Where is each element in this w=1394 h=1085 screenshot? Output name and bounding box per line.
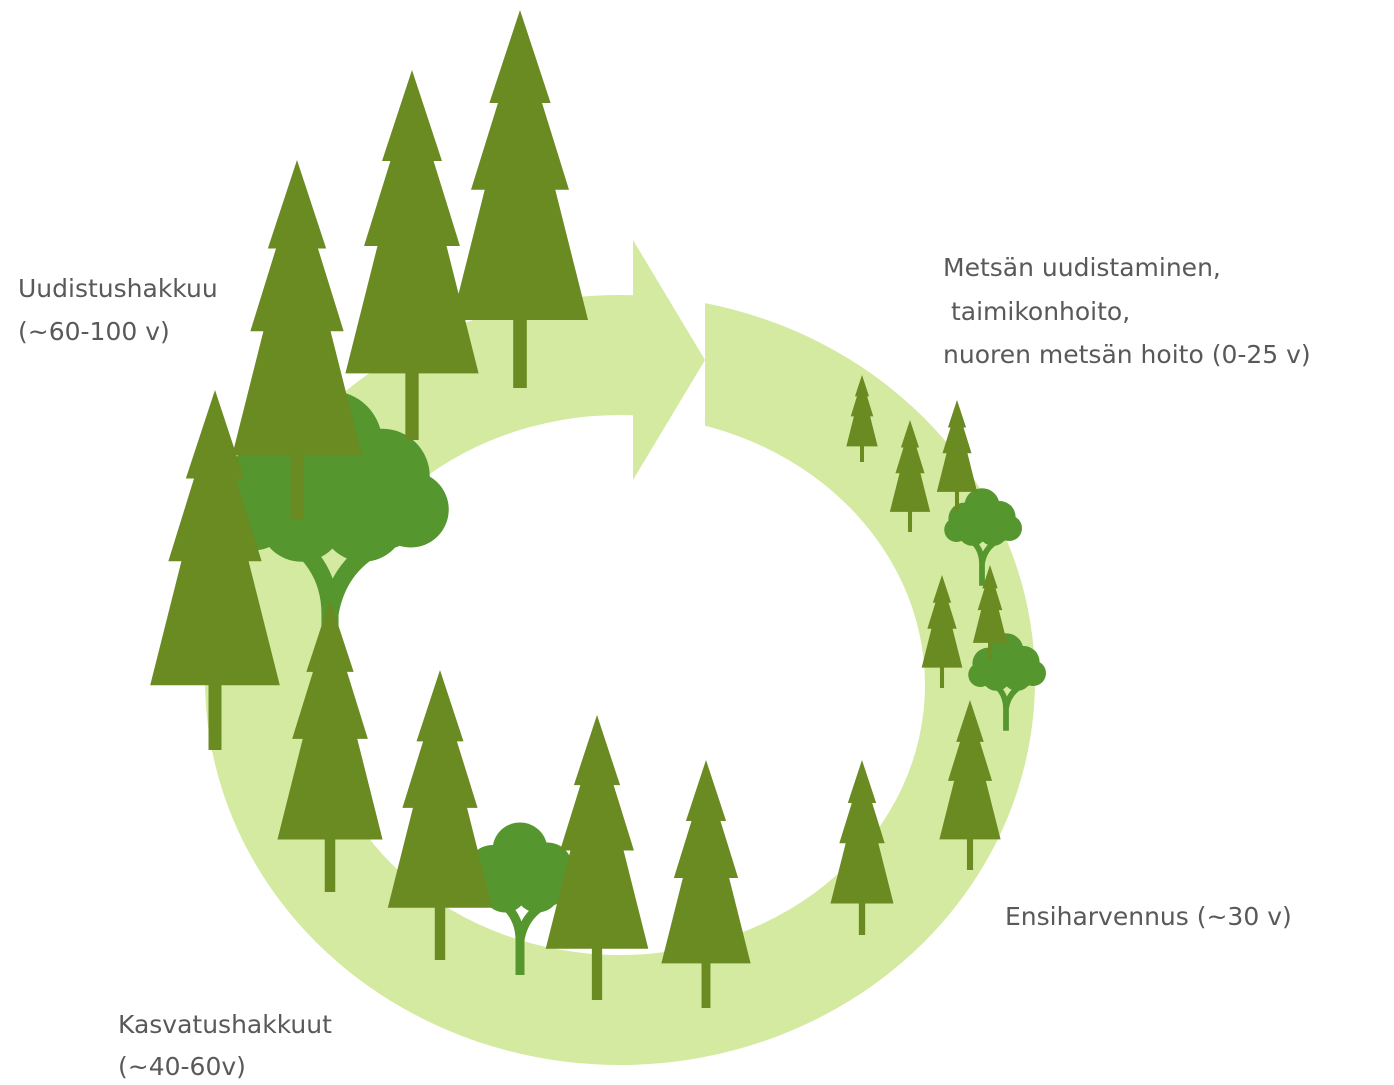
page: {"labels": [ {"lines": ["Uudistushakkuu"… (0, 0, 1394, 1085)
label-line: taimikonhoito, (943, 297, 1130, 326)
conifer-canopy (345, 70, 478, 373)
conifer-trunk (859, 902, 865, 936)
label-line: Kasvatushakkuut (118, 1010, 332, 1039)
label-line: Uudistushakkuu (18, 274, 218, 303)
conifer-trunk (860, 444, 864, 462)
label-line: Ensiharvennus (~30 v) (1005, 902, 1292, 931)
conifer-trunk (908, 510, 912, 532)
conifer-canopy (232, 160, 362, 455)
conifer-trunk (955, 490, 959, 512)
conifer-trunk (940, 666, 944, 688)
conifer-trunk (291, 453, 304, 520)
conifer-canopy (388, 670, 492, 908)
deciduous-crown (968, 663, 992, 687)
cycle-arrowhead (633, 240, 705, 480)
label-line: Metsän uudistaminen, (943, 253, 1221, 282)
deciduous-crown (1020, 660, 1046, 686)
conifer-trunk (702, 961, 711, 1008)
label-line: (~40-60v) (118, 1052, 246, 1081)
label-line: nuoren metsän hoito (0-25 v) (943, 340, 1311, 369)
forest-cycle-diagram: Uudistushakkuu (~60-100 v) Metsän uudist… (0, 0, 1394, 1085)
label-line: (~60-100 v) (18, 317, 170, 346)
conifer-trunk (405, 371, 418, 440)
conifer-trunk (325, 837, 336, 892)
conifer-canopy (452, 10, 588, 320)
deciduous-crown (373, 472, 449, 548)
conifer-trunk (967, 837, 973, 870)
conifer-trunk (209, 683, 222, 750)
conifer-canopy (546, 715, 649, 949)
conifer-trunk (435, 906, 445, 960)
conifer-trunk (592, 947, 602, 1000)
deciduous-crown (996, 515, 1022, 541)
deciduous-crown (944, 518, 968, 542)
conifer-trunk (988, 641, 992, 660)
conifer-trunk (513, 318, 527, 388)
conifer-canopy (661, 760, 750, 963)
